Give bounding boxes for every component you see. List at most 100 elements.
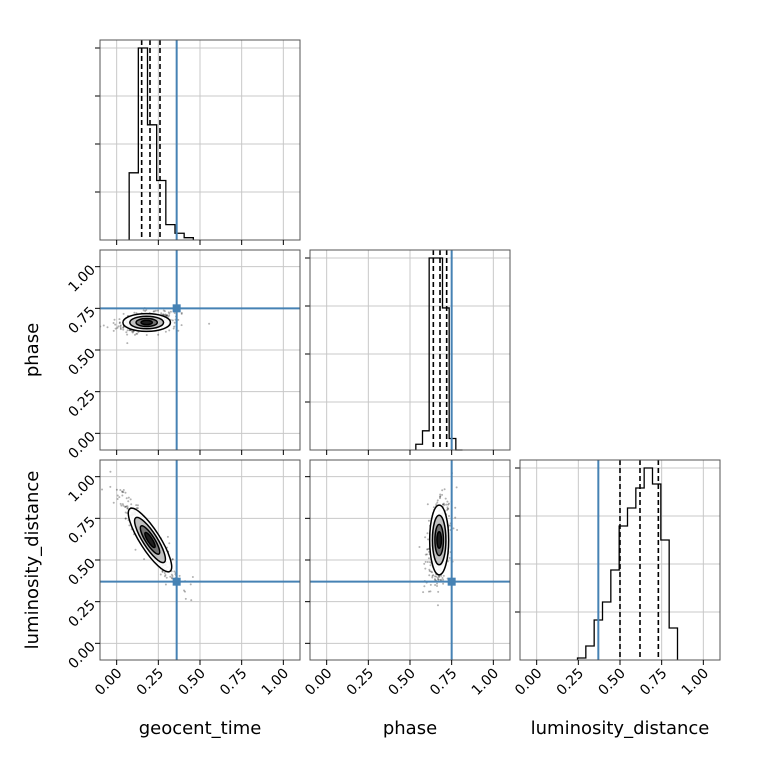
sample-point [127, 496, 130, 499]
sample-point [426, 532, 429, 535]
sample-point [440, 574, 443, 577]
sample-point [119, 324, 122, 327]
sample-point [112, 501, 115, 504]
sample-point [171, 319, 174, 322]
sample-point [439, 493, 442, 496]
sample-point [122, 312, 125, 315]
sample-point [177, 329, 180, 332]
sample-point [156, 309, 159, 312]
sample-point [131, 331, 134, 334]
sample-point [436, 499, 439, 502]
sample-point [113, 318, 116, 321]
xlabel-phase: phase [383, 718, 437, 739]
sample-point [455, 486, 458, 489]
sample-point [432, 574, 435, 577]
sample-point [447, 507, 450, 510]
sample-point [439, 578, 442, 581]
sample-point [133, 333, 136, 336]
sample-point [124, 517, 127, 520]
truth-marker [172, 304, 181, 313]
sample-point [142, 309, 145, 312]
sample-point [428, 561, 431, 564]
sample-point [418, 546, 421, 549]
sample-point [131, 330, 134, 333]
density-contour-3 [140, 319, 154, 326]
sample-point [429, 564, 432, 567]
sample-point [143, 558, 146, 561]
sample-point [119, 325, 122, 328]
sample-point [119, 488, 122, 491]
sample-point [442, 502, 445, 505]
sample-point [159, 573, 162, 576]
sample-point [157, 333, 160, 336]
sample-point [436, 576, 439, 579]
sample-point [191, 575, 194, 578]
sample-point [125, 497, 128, 500]
panel-hist-phase [305, 249, 511, 455]
scatter-layer [418, 472, 459, 607]
sample-point [112, 329, 115, 332]
sample-point [124, 491, 127, 494]
sample-point [136, 332, 139, 335]
sample-point [169, 575, 172, 578]
sample-point [106, 326, 109, 329]
sample-point [454, 506, 457, 509]
sample-point [164, 313, 167, 316]
sample-point [439, 495, 442, 498]
sample-point [426, 548, 429, 551]
xlabel-luminosity-distance: luminosity_distance [531, 718, 710, 739]
sample-point [436, 582, 439, 585]
sample-point [121, 503, 124, 506]
sample-point [168, 314, 171, 317]
sample-point [122, 328, 125, 331]
histogram-step [415, 257, 463, 451]
sample-point [133, 311, 136, 314]
sample-point [163, 575, 166, 578]
sample-point [428, 574, 431, 577]
sample-point [134, 548, 137, 551]
sample-point [145, 309, 148, 312]
sample-point [426, 560, 429, 563]
sample-point [167, 315, 170, 318]
sample-point [101, 488, 104, 491]
sample-point [437, 590, 440, 593]
sample-point [126, 507, 129, 510]
sample-point [114, 323, 117, 326]
sample-point [427, 519, 430, 522]
sample-point [441, 576, 444, 579]
sample-point [118, 321, 121, 324]
sample-point [162, 313, 165, 316]
sample-point [433, 578, 436, 581]
sample-point [121, 490, 124, 493]
sample-point [172, 327, 175, 330]
sample-point [122, 504, 125, 507]
sample-point [441, 493, 444, 496]
sample-point [423, 585, 426, 588]
sample-point [128, 524, 131, 527]
sample-point [173, 312, 176, 315]
sample-point [442, 503, 445, 506]
sample-point [430, 570, 433, 573]
sample-point [454, 516, 457, 519]
sample-point [444, 497, 447, 500]
sample-point [161, 571, 164, 574]
sample-point [208, 322, 211, 325]
sample-point [435, 575, 438, 578]
sample-point [171, 575, 174, 578]
sample-point [442, 582, 445, 585]
sample-point [166, 314, 169, 317]
sample-point [152, 310, 155, 313]
sample-point [434, 575, 437, 578]
sample-point [180, 312, 183, 315]
sample-point [127, 500, 130, 503]
sample-point [443, 488, 446, 491]
sample-point [425, 553, 428, 556]
sample-point [168, 329, 171, 332]
panel-scatter-luminosity_distance-vs-geocent_time: 0.00 0.25 0.50 0.75 1.000.000.250.500.751.00 [65, 459, 301, 699]
sample-point [432, 506, 435, 509]
sample-point [165, 576, 168, 579]
sample-point [177, 318, 180, 321]
sample-point [439, 497, 442, 500]
sample-point [439, 495, 442, 498]
sample-point [116, 494, 119, 497]
